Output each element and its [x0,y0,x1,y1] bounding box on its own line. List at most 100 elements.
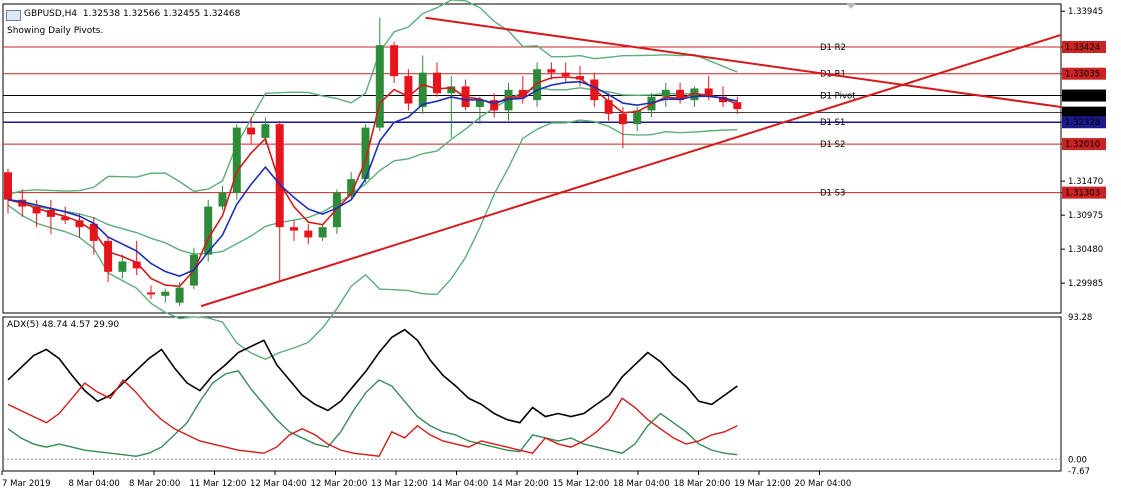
candle-body [633,110,642,125]
ma-fast-line [7,76,738,288]
pivot-label: D1 S3 [820,189,845,199]
candle-body [61,216,70,221]
pivot-label: D1 S1 [820,118,845,128]
candle-body [304,230,313,238]
candle-body [418,72,427,107]
candle-body [347,179,356,197]
candle-body [676,89,685,101]
candle-body [733,102,742,110]
ma-slow-line [7,80,738,277]
candle-body [433,72,441,94]
candle-body [318,227,327,238]
candle-body [46,210,55,217]
price-tag [1062,106,1106,119]
price-tag [1062,186,1106,199]
time-tick-label: 13 Mar 12:00 [371,479,428,489]
symbol-info: GBPUSD,H4 1.32538 1.32566 1.32455 1.3246… [24,9,241,19]
price-tag-label: 1.32717 [1065,92,1100,102]
price-tag [1062,138,1106,151]
price-tag-label: 1.32468 [1065,109,1100,119]
candle-body [175,287,184,303]
candle-body [604,100,613,114]
price-tick-label: 1.30975 [1068,211,1103,221]
candle-body [375,45,384,128]
candle-body [147,292,155,295]
price-tag-label: 1.33035 [1065,70,1100,80]
candle-body [475,100,484,107]
adx-tick-label: 0.00 [1068,455,1087,465]
time-tick-label: 11 Mar 12:00 [190,479,247,489]
price-tick-label: 1.30480 [1068,245,1103,255]
scroll-marker-icon[interactable] [846,3,856,9]
candle-body [332,192,341,228]
candle-body [32,206,41,214]
candle-body [161,291,170,296]
window-icon [6,10,21,21]
bollinger-lower [7,119,738,360]
pivot-label: D1 R2 [820,43,846,53]
candle-body [704,88,713,97]
time-tick-label: 8 Mar 20:00 [129,479,180,489]
candle-body [561,72,570,77]
adx-minus-di-line [7,378,738,458]
time-tick-label: 7 Mar 2019 [2,479,50,489]
candle-body [361,127,370,180]
candle-body [104,240,113,272]
rising-trendline [200,33,1062,308]
bollinger-upper [7,0,738,195]
time-tick-label: 12 Mar 04:00 [250,479,307,489]
candle-body [261,124,270,138]
time-tick-label: 19 Mar 12:00 [734,479,791,489]
candle-body [247,127,256,135]
candle-body [447,86,456,94]
candle-body [547,69,556,73]
candle-body [75,220,84,228]
price-tag [1062,40,1106,53]
time-tick-label: 18 Mar 20:00 [674,479,731,489]
candle-body [290,227,298,231]
time-tick-label: 8 Mar 04:00 [69,479,120,489]
candle-body [533,69,542,101]
adx-tick-label: 93.28 [1068,313,1092,323]
candle-body [204,206,213,255]
candle-body [118,261,127,272]
pivots-note: Showing Daily Pivots. [7,26,104,36]
candle-body [390,45,399,77]
candle-body [504,89,513,111]
candle-body [404,76,413,104]
time-tick-label: 14 Mar 20:00 [492,479,549,489]
falling-trendline [425,16,1062,108]
adx-main-line [7,328,738,424]
price-tick-label: 1.31470 [1068,177,1103,187]
adx-tick-label: -7.67 [1068,467,1090,477]
price-tick-label: 1.29985 [1068,279,1103,289]
candle-body [218,192,227,207]
price-tag [1062,89,1106,102]
time-tick-label: 12 Mar 20:00 [311,479,368,489]
candle-body [232,127,241,193]
candle-body [275,124,284,228]
time-tick-label: 15 Mar 12:00 [553,479,610,489]
adx-panel-frame [2,316,1062,472]
time-tick-label: 14 Mar 04:00 [432,479,489,489]
candle-body [4,172,12,200]
candle-body [518,89,527,97]
price-tag [1062,116,1106,129]
time-tick-label: 18 Mar 04:00 [613,479,670,489]
time-tick-label: 20 Mar 04:00 [795,479,852,489]
candle-body [618,113,627,125]
price-tag [1062,67,1106,80]
price-tag-label: 1.32328 [1065,118,1100,128]
price-tag-label: 1.31303 [1065,189,1100,199]
price-tag-label: 1.32010 [1065,140,1100,150]
price-tick-label: 1.33945 [1068,7,1103,17]
price-tag-label: 1.33424 [1065,43,1100,53]
pivot-label: D1 Pivot [820,92,856,102]
bollinger-middle [7,86,738,255]
candle-body [132,261,141,269]
price-panel-frame [2,3,1062,314]
candle-body [661,89,670,97]
adx-plus-di-line [7,370,738,457]
